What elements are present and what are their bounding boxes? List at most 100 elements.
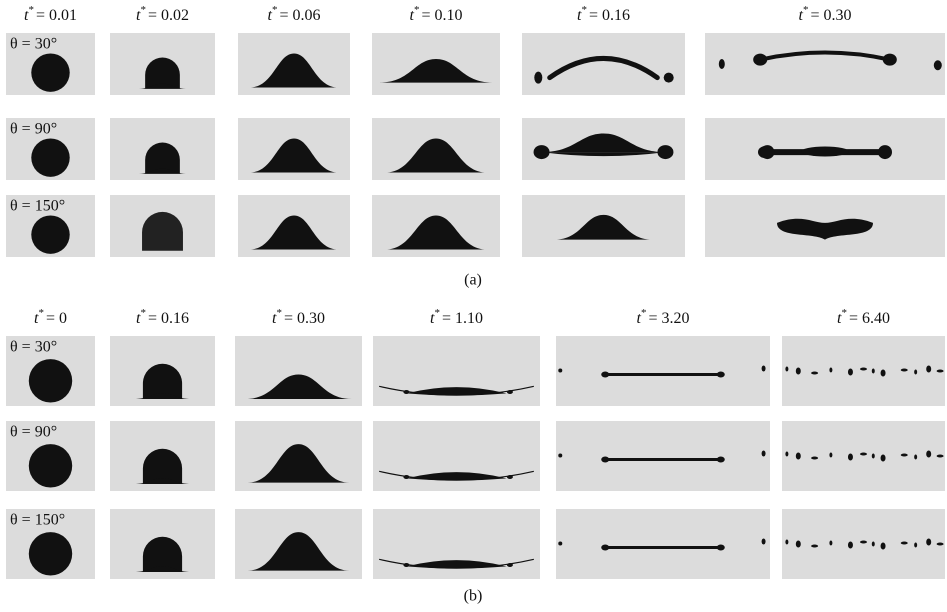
- droplet: [753, 54, 767, 66]
- row-label: θ = 90°: [10, 121, 57, 138]
- snapshot: [782, 336, 945, 406]
- snapshot: [522, 118, 685, 180]
- droplet: [31, 53, 69, 91]
- snapshot: θ = 90°: [6, 118, 95, 180]
- snapshot: [235, 336, 362, 406]
- snapshot-background: [556, 509, 770, 579]
- column-header: t*= 0.16: [136, 307, 189, 327]
- snapshot: θ = 150°: [6, 195, 95, 257]
- snapshot: [110, 33, 215, 95]
- time-superscript: *: [414, 4, 420, 16]
- droplet: [872, 454, 875, 459]
- droplet: [926, 451, 931, 458]
- time-superscript: *: [276, 307, 282, 319]
- droplet: [848, 369, 853, 376]
- time-superscript: *: [140, 4, 146, 16]
- snapshot-background: [556, 421, 770, 491]
- droplet: [796, 453, 801, 460]
- snapshot: [110, 336, 215, 406]
- row-label: θ = 150°: [10, 512, 65, 529]
- snapshot: θ = 30°: [6, 336, 95, 406]
- snapshot: [238, 33, 350, 95]
- time-value: = 0.16: [148, 310, 189, 327]
- droplet: [796, 368, 801, 375]
- snapshot: [110, 421, 215, 491]
- droplet: [657, 145, 673, 159]
- snapshot: [110, 509, 215, 579]
- droplet: [829, 541, 832, 546]
- snapshot: θ = 30°: [6, 33, 95, 95]
- time-superscript: *: [641, 307, 647, 319]
- time-superscript: *: [581, 4, 587, 16]
- snapshot: [556, 336, 770, 406]
- droplet: [848, 542, 853, 549]
- droplet: [860, 541, 867, 544]
- droplet: [601, 457, 609, 463]
- droplet: [785, 367, 788, 372]
- snapshot: [373, 509, 540, 579]
- droplet: [762, 451, 766, 457]
- droplet: [403, 390, 409, 394]
- time-value: = 3.20: [648, 310, 689, 327]
- panel-caption: (a): [464, 272, 482, 289]
- column-header: t*= 0.16: [577, 4, 630, 24]
- droplet: [717, 372, 725, 378]
- droplet: [29, 359, 72, 402]
- time-value: = 0.01: [36, 7, 77, 24]
- droplet: [534, 145, 550, 159]
- snapshot: [238, 118, 350, 180]
- time-superscript: *: [841, 307, 847, 319]
- droplet: [785, 452, 788, 457]
- droplet: [717, 545, 725, 551]
- droplet: [914, 455, 917, 460]
- droplet: [801, 146, 849, 156]
- droplet: [796, 541, 801, 548]
- snapshot: [373, 421, 540, 491]
- droplet: [914, 543, 917, 548]
- column-header: t*= 0.02: [136, 4, 189, 24]
- droplet: [901, 369, 908, 372]
- droplet: [926, 366, 931, 373]
- droplet: [558, 542, 562, 546]
- time-superscript: *: [272, 4, 278, 16]
- panel-caption: (b): [464, 588, 483, 605]
- snapshot-background: [782, 336, 945, 406]
- droplet: [829, 453, 832, 458]
- droplet: [31, 138, 69, 176]
- droplet: [829, 368, 832, 373]
- column-header: t*= 0.30: [272, 307, 325, 327]
- row-label: θ = 30°: [10, 36, 57, 53]
- droplet: [507, 563, 513, 567]
- droplet: [719, 59, 725, 69]
- snapshot: [705, 33, 945, 95]
- droplet: [901, 454, 908, 457]
- column-header: t*= 6.40: [837, 307, 890, 327]
- time-value: = 0.16: [589, 7, 630, 24]
- droplet: [558, 369, 562, 373]
- droplet: [29, 444, 72, 487]
- droplet: [31, 215, 69, 253]
- droplet: [878, 145, 892, 159]
- time-value: = 6.40: [849, 310, 890, 327]
- figure: t*= 0.01θ = 30°θ = 90°θ = 150°t*= 0.02t*…: [0, 0, 947, 607]
- column-header: t*= 0: [34, 307, 67, 327]
- droplet: [558, 454, 562, 458]
- droplet: [937, 543, 944, 546]
- column-header: t*= 1.10: [430, 307, 483, 327]
- snapshot-background: [522, 33, 685, 95]
- snapshot-background: [705, 33, 945, 95]
- droplet: [507, 390, 513, 394]
- snapshot: [372, 195, 500, 257]
- snapshot: [522, 33, 685, 95]
- time-superscript: *: [434, 307, 440, 319]
- droplet: [403, 563, 409, 567]
- column-header: t*= 0.06: [268, 4, 321, 24]
- snapshot-background: [556, 336, 770, 406]
- column-header: t*= 3.20: [637, 307, 690, 327]
- column-header: t*= 0.30: [799, 4, 852, 24]
- snapshot: [110, 118, 215, 180]
- time-value: = 0.02: [148, 7, 189, 24]
- time-value: = 1.10: [442, 310, 483, 327]
- droplet: [881, 370, 886, 377]
- droplet: [860, 368, 867, 371]
